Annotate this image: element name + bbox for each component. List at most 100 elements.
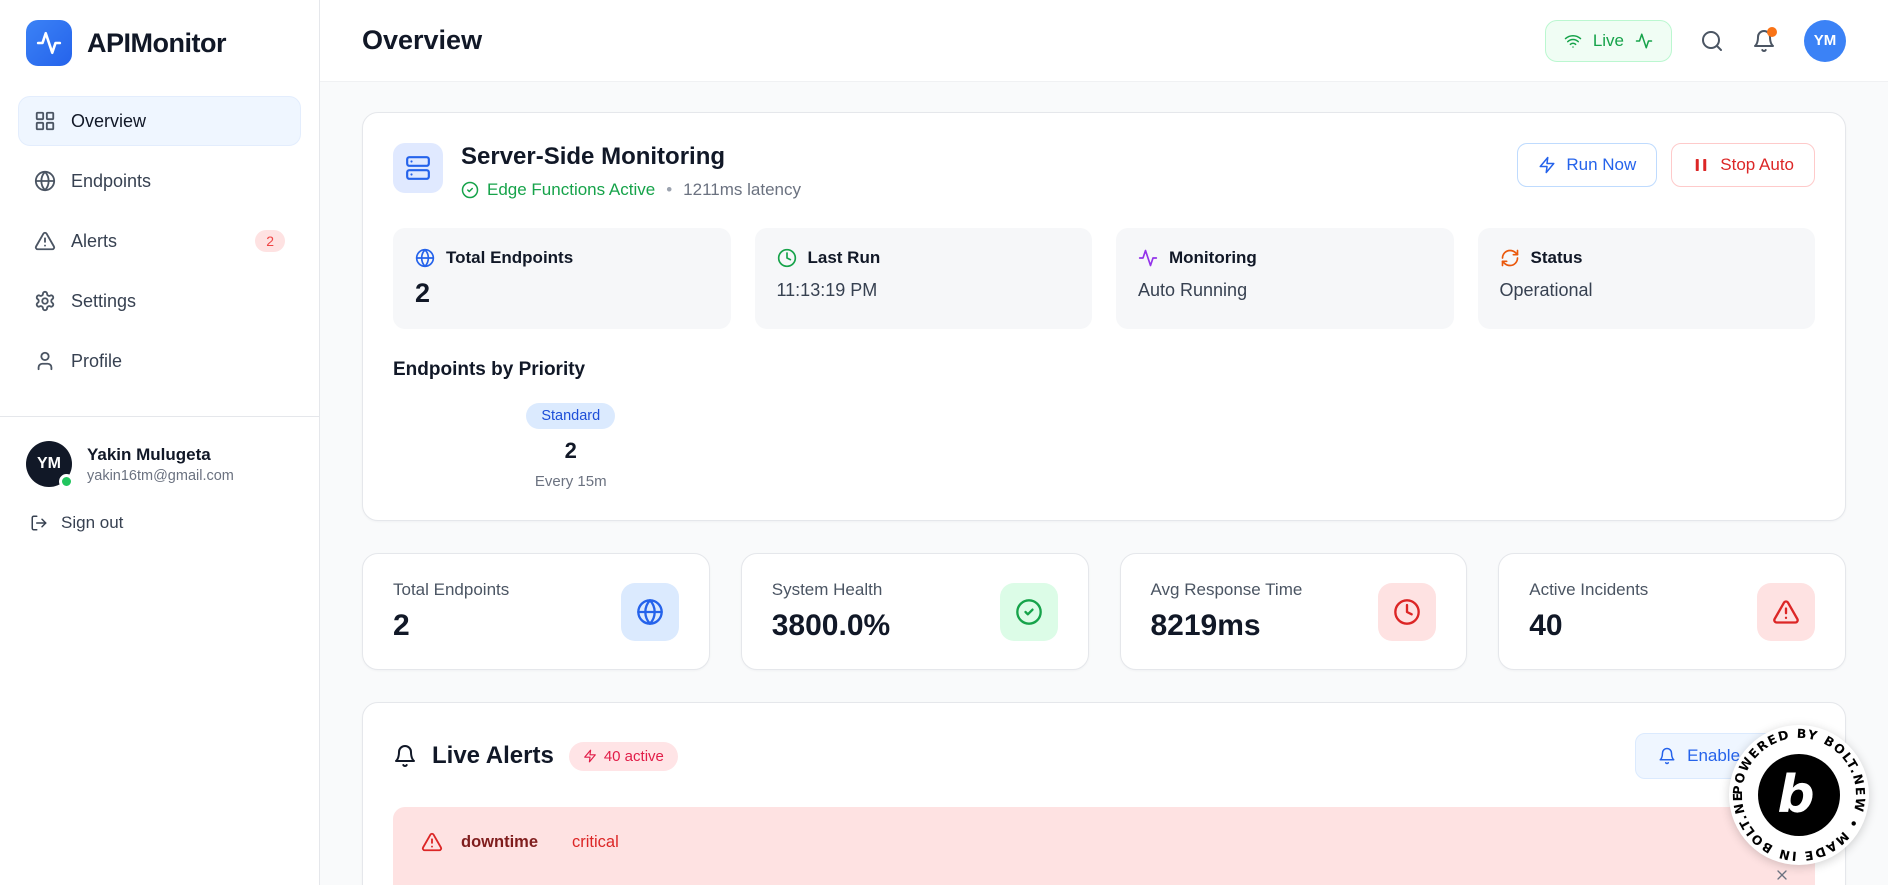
stat-value: 11:13:19 PM xyxy=(776,280,878,300)
stat-label-row: Status xyxy=(1500,248,1794,268)
stat-value: Operational xyxy=(1499,280,1593,300)
summary-label: System Health xyxy=(771,580,883,599)
bolt-badge[interactable]: POWERED BY BOLT.NEW • MADE IN BOLT.NEW •… xyxy=(1721,713,1869,865)
globe-icon-tile xyxy=(620,582,679,641)
zap-icon xyxy=(583,749,596,763)
clock-icon xyxy=(1394,598,1421,625)
alerts-title-wrap: Live Alerts 40 active xyxy=(393,741,678,771)
sidebar-item-settings[interactable]: Settings xyxy=(18,276,301,326)
alert-triangle-icon-tile xyxy=(1757,582,1815,641)
run-now-label: Run Now xyxy=(1566,155,1637,174)
notification-dot xyxy=(1767,26,1777,37)
monitor-title: Server-Side Monitoring xyxy=(461,143,726,170)
check-circle-icon xyxy=(461,181,479,199)
alert-severity: critical xyxy=(572,832,619,851)
sidebar-item-label: Alerts xyxy=(71,230,118,251)
sidebar-item-alerts[interactable]: Alerts 2 xyxy=(18,216,301,266)
stat-value: 2 xyxy=(415,278,431,308)
run-now-button[interactable]: Run Now xyxy=(1517,143,1658,187)
notifications-button[interactable] xyxy=(1752,26,1777,53)
sidebar-item-label: Profile xyxy=(71,350,123,371)
sidebar-item-label: Endpoints xyxy=(71,170,152,191)
search-button[interactable] xyxy=(1700,29,1724,53)
stat-value: Auto Running xyxy=(1138,280,1248,300)
stat-label-row: Last Run xyxy=(777,248,1071,268)
alert-triangle-icon xyxy=(421,832,443,852)
summary-text: System Health 3800.0% xyxy=(772,580,890,643)
live-label: Live xyxy=(1592,30,1624,50)
summary-cards: Total Endpoints 2 System Health 3800.0% xyxy=(362,553,1846,670)
monitor-header: Server-Side Monitoring Edge Functions Ac… xyxy=(393,143,1815,200)
edge-status-label: Edge Functions Active xyxy=(487,180,656,199)
app-logo xyxy=(26,20,72,66)
bell-icon xyxy=(395,745,415,767)
sidebar-item-endpoints[interactable]: Endpoints xyxy=(18,156,301,206)
priority-interval: Every 15m xyxy=(534,473,607,490)
badge-close-button[interactable] xyxy=(1774,867,1790,883)
check-circle-icon xyxy=(1015,598,1042,625)
summary-card-total-endpoints: Total Endpoints 2 xyxy=(362,553,710,670)
globe-icon xyxy=(34,170,56,192)
bell-icon xyxy=(1659,747,1675,765)
close-icon xyxy=(1777,870,1787,880)
sidebar-divider xyxy=(0,416,319,417)
server-monitoring-card: Server-Side Monitoring Edge Functions Ac… xyxy=(362,112,1846,521)
user-info: YM Yakin Mulugeta yakin16tm@gmail.com xyxy=(0,417,319,497)
clock-icon xyxy=(777,248,796,268)
sign-out-button[interactable]: Sign out xyxy=(0,497,319,549)
alert-type: downtime xyxy=(461,832,538,851)
active-alerts-label: 40 active xyxy=(603,747,664,765)
live-alerts-card: Live Alerts 40 active Enable Brows downt… xyxy=(362,702,1846,885)
stat-label: Monitoring xyxy=(1169,248,1257,267)
alert-row-downtime: downtime critical xyxy=(393,807,1815,885)
refresh-icon xyxy=(1501,249,1518,267)
clock-icon-tile xyxy=(1378,582,1437,641)
stat-label-row: Total Endpoints xyxy=(415,248,709,268)
wifi-icon xyxy=(1564,34,1582,48)
sidebar-item-overview[interactable]: Overview xyxy=(18,96,301,146)
stat-last-run: Last Run 11:13:19 PM xyxy=(754,228,1092,329)
sidebar: APIMonitor Overview Endpoints Alerts 2 S… xyxy=(0,0,320,885)
online-status-dot xyxy=(59,474,74,489)
topbar-actions: Live YM xyxy=(1544,19,1846,62)
bolt-letter: b xyxy=(1777,765,1814,825)
alert-triangle-icon xyxy=(1773,599,1799,624)
sidebar-item-label: Settings xyxy=(71,290,137,311)
globe-icon xyxy=(636,598,663,625)
active-alerts-badge: 40 active xyxy=(568,741,678,771)
alerts-header: Live Alerts 40 active Enable Brows xyxy=(393,733,1815,779)
sidebar-item-profile[interactable]: Profile xyxy=(18,336,301,386)
gear-icon xyxy=(35,290,55,312)
globe-icon xyxy=(415,248,435,268)
grid-icon xyxy=(35,111,55,131)
summary-card-avg-response: Avg Response Time 8219ms xyxy=(1119,553,1468,670)
sign-out-label: Sign out xyxy=(61,513,124,532)
monitor-actions: Run Now Stop Auto xyxy=(1517,143,1815,187)
search-icon xyxy=(1702,30,1722,51)
bell-icon xyxy=(1754,29,1774,52)
summary-text: Active Incidents 40 xyxy=(1529,580,1648,643)
monitor-titles: Server-Side Monitoring Edge Functions Ac… xyxy=(461,143,801,200)
stat-status: Status Operational xyxy=(1477,228,1815,329)
page-title: Overview xyxy=(362,25,483,55)
logout-icon xyxy=(31,515,47,531)
zap-icon xyxy=(1539,156,1555,174)
avatar-initials: YM xyxy=(37,455,61,472)
monitor-stats: Total Endpoints 2 Last Run 11:13:19 PM xyxy=(393,228,1815,329)
stat-monitoring: Monitoring Auto Running xyxy=(1116,228,1454,329)
sidebar-item-label: Overview xyxy=(71,110,147,131)
priority-badge: Standard xyxy=(526,403,616,429)
server-icon-tile xyxy=(393,143,443,193)
content: Server-Side Monitoring Edge Functions Ac… xyxy=(320,82,1888,885)
header-avatar[interactable]: YM xyxy=(1804,19,1846,62)
priority-count: 2 xyxy=(564,438,577,463)
summary-text: Avg Response Time 8219ms xyxy=(1151,580,1303,643)
latency-text: 1211ms latency xyxy=(683,180,801,199)
live-status-button[interactable]: Live xyxy=(1544,19,1672,62)
main-area: Overview Live YM xyxy=(320,0,1888,885)
activity-icon xyxy=(1138,249,1158,267)
summary-label: Avg Response Time xyxy=(1150,580,1303,599)
summary-label: Total Endpoints xyxy=(393,580,510,599)
stop-auto-button[interactable]: Stop Auto xyxy=(1671,143,1815,187)
